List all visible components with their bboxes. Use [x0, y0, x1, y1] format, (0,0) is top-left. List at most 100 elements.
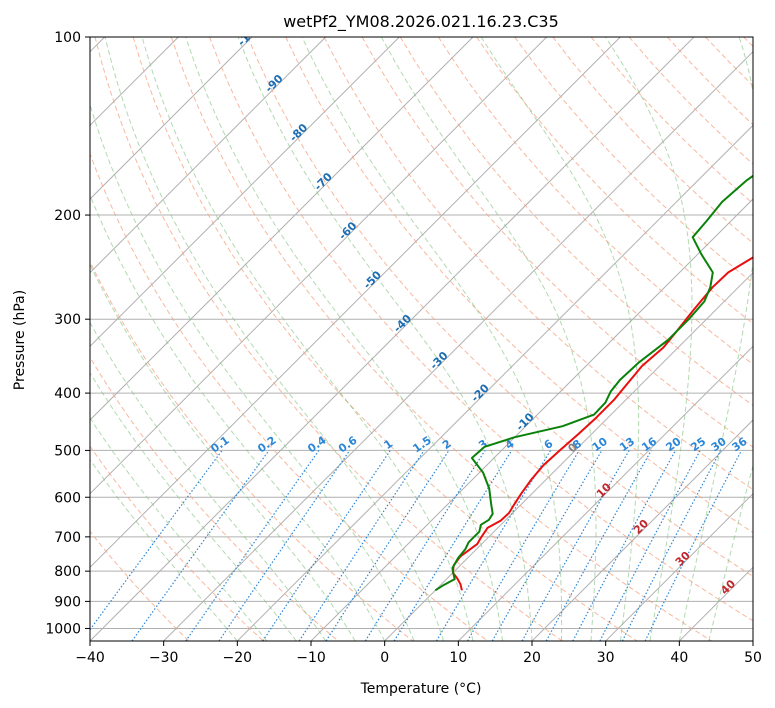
moist-adiabat-line: [708, 463, 753, 641]
x-tick-label: −40: [75, 650, 105, 666]
dry-adiabat-line: [285, 37, 753, 534]
mixing-ratio-line: [131, 450, 270, 641]
mixing-ratio-line: [466, 450, 580, 641]
moist-adiabat-line: [380, 37, 597, 641]
isotherm-line: [90, 37, 327, 274]
dry-adiabat-line: [743, 37, 753, 48]
mixing-ratio-label: 2: [440, 437, 454, 452]
dry-adiabat-line: [90, 260, 414, 641]
isotherm-line: [457, 345, 753, 641]
mixing-ratio-line: [298, 450, 425, 641]
moist-adiabat-line: [90, 193, 386, 641]
isotherm-label: -30: [427, 349, 450, 372]
x-tick-label: −30: [149, 650, 179, 666]
y-tick-label: 200: [54, 208, 81, 224]
isotherm-line: [90, 37, 621, 569]
x-tick-label: 30: [597, 650, 615, 666]
isotherm-label: -70: [312, 170, 335, 193]
mixing-ratio-line: [644, 450, 743, 641]
mixing-ratio-line: [90, 450, 223, 631]
dry-adiabat-line: [90, 530, 190, 641]
mixing-ratio-line: [262, 450, 391, 641]
dry-adiabat-line: [705, 37, 753, 87]
plot-area: 0.1 0.2 0.4 0.6 1 1.5 2 3 4 6 8 10 13 16 20 25 30 36-100-…: [90, 20, 753, 641]
isotherm-label: -50: [361, 268, 384, 291]
dry-adiabat-line: [437, 37, 753, 365]
x-tick-label: 0: [380, 650, 389, 666]
chart-title: wetPf2_YM08.2026.021.16.23.C35: [283, 12, 559, 32]
isotherm-label: 40: [718, 577, 738, 597]
isotherm-line: [310, 198, 753, 641]
dry-adiabat-line: [399, 37, 753, 407]
moist-adiabat-line: [90, 102, 415, 641]
y-tick-label: 100: [54, 30, 81, 46]
dry-adiabat-line: [514, 37, 753, 284]
x-tick-label: −10: [296, 650, 326, 666]
y-tick-label: 300: [54, 312, 81, 328]
isotherm-line: [605, 492, 753, 641]
mixing-ratio-label: 30: [709, 435, 729, 455]
y-tick-label: 700: [54, 530, 81, 546]
dry-adiabat-line: [209, 37, 753, 622]
moist-adiabat-line: [605, 37, 693, 641]
dry-adiabat-line: [90, 445, 264, 641]
mixing-ratio-label: 0.4: [305, 433, 329, 455]
mixing-ratio-line: [185, 450, 320, 641]
isotherm-line: [90, 37, 253, 200]
y-tick-label: 600: [54, 490, 81, 506]
mixing-ratio-label: 1.5: [410, 434, 433, 456]
isotherm-line: [531, 419, 753, 641]
isotherm-label: -20: [469, 381, 492, 404]
isotherm-label: 30: [673, 549, 693, 569]
dry-adiabat-line: [323, 37, 753, 491]
isotherm-line: [90, 37, 474, 421]
y-tick-label: 400: [54, 386, 81, 402]
y-tick-label: 1000: [45, 621, 81, 637]
mixing-ratio-line: [325, 450, 450, 641]
isotherm-line: [678, 566, 753, 641]
plot-frame: [89, 36, 754, 642]
isotherm-label: -100: [235, 20, 264, 49]
isotherm-line: [752, 640, 753, 641]
dry-adiabat-line: [94, 37, 563, 641]
moist-adiabat-line: [104, 37, 445, 641]
moist-adiabat-line: [185, 37, 503, 641]
mixing-ratio-label: 0.6: [336, 433, 360, 455]
dewpoint-profile-line: [434, 174, 753, 592]
mixing-ratio-label: 13: [617, 435, 637, 454]
isotherm-line: [163, 50, 753, 641]
mixing-ratio-label: 0.1: [208, 434, 231, 456]
isotherm-label: -40: [391, 312, 414, 335]
temperature-profile-line: [451, 256, 753, 591]
isotherm-line: [90, 37, 400, 348]
isotherm-label: -10: [513, 410, 536, 433]
mixing-ratio-line: [599, 450, 701, 641]
moist-adiabat-line: [678, 37, 753, 641]
dry-adiabat-line: [170, 37, 712, 641]
mixing-ratio-line: [435, 450, 552, 641]
dry-adiabat-line: [90, 152, 488, 641]
moist-adiabat-line: [90, 371, 297, 641]
x-tick-label: 10: [449, 650, 467, 666]
mixing-ratio-line: [364, 450, 486, 641]
x-tick-label: −20: [223, 650, 253, 666]
x-axis-label: Temperature (°C): [360, 681, 482, 697]
moist-adiabat-line: [301, 37, 563, 641]
mixing-ratio-label: 16: [639, 435, 659, 455]
moist-adiabat-line: [141, 37, 474, 641]
axes: −40 −30 −20 −10 0 10 20 30 40 5010020030040050060…: [45, 30, 762, 666]
moist-adiabat-line: [90, 417, 268, 641]
isotherm-label: -90: [262, 72, 285, 95]
isotherm-line: [236, 124, 753, 641]
dry-adiabat-line: [361, 37, 753, 448]
isotherm-line: [90, 37, 695, 641]
mixing-ratio-line: [218, 450, 351, 641]
mixing-ratio-label: 36: [729, 435, 749, 455]
dry-adiabat-line: [476, 37, 753, 325]
moist-adiabat-line: [90, 458, 238, 641]
y-axis-label: Pressure (hPa): [12, 290, 28, 390]
moist-adiabat-line: [90, 321, 327, 641]
dry-adiabat-line: [132, 37, 638, 641]
y-tick-label: 800: [54, 564, 81, 580]
dry-adiabat-line: [90, 356, 339, 641]
